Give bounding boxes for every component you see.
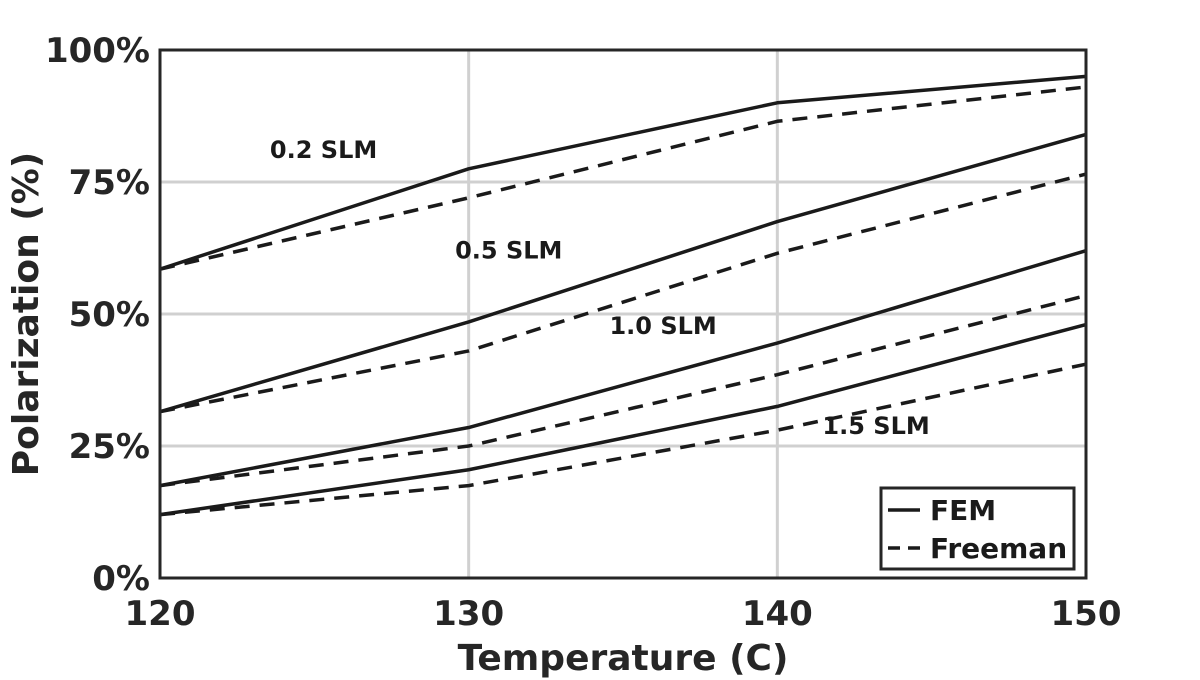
series-label-0-5-slm: 0.5 SLM [455, 237, 562, 265]
series-line-0-5-slm-fem [159, 132, 1087, 414]
series-annotations: 0.2 SLM 0.5 SLM 1.0 SLM 1.5 SLM [270, 136, 930, 440]
x-tick-label-130: 130 [433, 594, 504, 634]
legend-label-freeman: Freeman [930, 532, 1067, 565]
x-tick-label-120: 120 [125, 594, 196, 634]
series-label-1-5-slm: 1.5 SLM [822, 412, 929, 440]
y-tick-label-50: 50% [69, 295, 150, 335]
series-line-0-2-slm-freeman [159, 85, 1087, 271]
x-tick-label-140: 140 [742, 594, 813, 634]
x-tick-label-150: 150 [1051, 594, 1122, 634]
series-line-0-5-slm-freeman [159, 172, 1087, 414]
legend-entries: FEM Freeman [888, 494, 1067, 565]
series-line-1-0-slm-fem [159, 248, 1087, 488]
legend-label-fem: FEM [930, 494, 996, 527]
y-tick-labels: 0% 25% 50% 75% 100% [45, 31, 150, 599]
x-tick-labels: 120 130 140 150 [125, 594, 1122, 634]
series-layer [159, 74, 1087, 517]
x-axis-title: Temperature (C) [458, 638, 789, 679]
plot-frame [158, 48, 1088, 580]
grid-layer [160, 50, 1086, 578]
y-tick-label-100: 100% [45, 31, 150, 71]
series-line-1-0-slm-freeman [159, 293, 1087, 488]
series-line-0-2-slm-fem [159, 74, 1087, 271]
y-tick-label-25: 25% [69, 427, 150, 467]
series-line-1-5-slm-fem [159, 322, 1087, 517]
legend: FEM Freeman [879, 486, 1076, 571]
series-line-1-5-slm-freeman [159, 362, 1087, 517]
y-tick-label-75: 75% [69, 163, 150, 203]
series-label-1-0-slm: 1.0 SLM [609, 312, 716, 340]
y-tick-label-0: 0% [92, 559, 150, 599]
series-label-0-2-slm: 0.2 SLM [270, 136, 377, 164]
y-axis-title: Polarization (%) [6, 152, 47, 477]
legend-box [879, 486, 1076, 571]
